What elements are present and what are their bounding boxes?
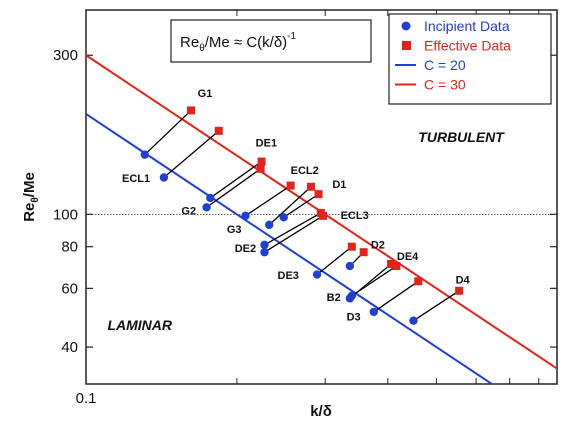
- point-label: ECL2: [291, 165, 319, 177]
- pair-connector: [373, 280, 419, 313]
- point-label: G3: [227, 224, 242, 236]
- point-label: DE2: [235, 243, 256, 255]
- legend-label: Effective Data: [424, 38, 511, 54]
- incipient-point: [279, 213, 288, 222]
- point-label: D3: [347, 312, 361, 324]
- incipient-point: [347, 291, 356, 300]
- pair-connectors: [144, 109, 460, 322]
- point-label: D2: [371, 240, 385, 252]
- data-markers: [140, 106, 464, 325]
- point-label: D4: [456, 275, 471, 287]
- effective-point: [319, 211, 328, 220]
- point-label: G2: [181, 205, 196, 217]
- incipient-point: [409, 316, 418, 325]
- point-label: ECL3: [341, 210, 369, 222]
- effective-point: [359, 248, 368, 257]
- equation-box: Reθ/Me ≈ C(k/δ)-1: [170, 19, 372, 63]
- incipient-point: [241, 211, 250, 221]
- legend-marker-square: [402, 41, 411, 50]
- pair-connector: [264, 215, 324, 253]
- effective-point: [286, 181, 295, 190]
- incipient-point: [202, 203, 211, 212]
- pair-connector: [413, 290, 460, 322]
- point-labels: G1 DE1 ECL2 D1 ECL1 G2 ECL3 G3 DE2 D2 DE4 DE3 B2 D4 D3: [122, 88, 470, 324]
- y-axis-title-rest: /Me: [21, 172, 38, 197]
- incipient-point: [265, 220, 274, 230]
- point-label: D1: [332, 179, 346, 191]
- pair-connector: [351, 265, 397, 297]
- effective-point: [387, 259, 396, 268]
- effective-point: [306, 182, 315, 191]
- equation-rest: /Me ≈ C(k/δ): [205, 34, 287, 51]
- pair-connector: [283, 193, 319, 218]
- point-label: DE3: [278, 270, 299, 282]
- x-axis-title: k/δ: [310, 403, 332, 420]
- effective-point: [455, 286, 464, 295]
- incipient-point: [312, 270, 322, 279]
- point-label: DE1: [256, 137, 277, 149]
- effective-point: [347, 242, 356, 251]
- incipient-point: [159, 173, 169, 182]
- region-labels: TURBULENT LAMINAR: [107, 129, 505, 333]
- equation-sub: θ: [199, 43, 205, 54]
- y-tick-label: 60: [61, 280, 78, 297]
- y-tick-label: 300: [53, 47, 78, 64]
- axis-ticks: 40 60 80 100 300 0.1: [53, 10, 557, 407]
- point-label: DE4: [397, 251, 419, 263]
- pair-connector: [264, 212, 322, 246]
- effective-point: [414, 277, 423, 286]
- effective-point: [187, 106, 196, 115]
- incipient-point: [206, 193, 215, 203]
- y-axis-title: Reθ/Me: [21, 172, 41, 222]
- svg-text:Reθ/Me ≈ C(k/δ)-1: Reθ/Me ≈ C(k/δ)-1: [180, 31, 297, 54]
- pair-connector: [163, 130, 220, 178]
- point-label: G1: [198, 88, 213, 100]
- effective-point: [314, 190, 323, 199]
- legend: Incipient Data Effective Data C = 20 C = 30: [388, 13, 552, 105]
- equation-main: Re: [180, 34, 199, 51]
- incipient-point: [140, 150, 149, 159]
- effective-point: [257, 157, 266, 166]
- region-label: LAMINAR: [107, 317, 172, 333]
- incipient-point: [260, 248, 269, 257]
- incipient-point: [345, 261, 355, 271]
- pair-connector: [209, 161, 262, 199]
- pair-connector: [268, 186, 312, 226]
- legend-label: C = 30: [424, 77, 466, 93]
- legend-marker-circle: [401, 21, 411, 31]
- y-tick-label: 40: [61, 339, 78, 356]
- effective-point: [256, 164, 265, 173]
- y-axis-title-sub: θ: [30, 197, 41, 202]
- pair-connector: [245, 185, 292, 217]
- equation-sup: -1: [287, 31, 296, 42]
- pair-connector: [144, 109, 192, 156]
- incipient-point: [369, 307, 378, 317]
- y-tick-label: 100: [53, 206, 78, 223]
- legend-label: C = 20: [424, 57, 466, 73]
- point-label: B2: [327, 292, 341, 304]
- pair-connector: [206, 168, 261, 208]
- y-tick-label: 80: [61, 239, 78, 256]
- legend-label: Incipient Data: [424, 18, 510, 34]
- effective-point: [392, 262, 401, 271]
- region-label: TURBULENT: [418, 129, 505, 145]
- y-axis-title-main: Re: [21, 203, 38, 222]
- point-label: ECL1: [122, 173, 150, 185]
- pair-connector: [316, 246, 353, 276]
- incipient-point: [260, 240, 269, 250]
- x-tick-label: 0.1: [76, 390, 97, 407]
- effective-point: [214, 126, 223, 135]
